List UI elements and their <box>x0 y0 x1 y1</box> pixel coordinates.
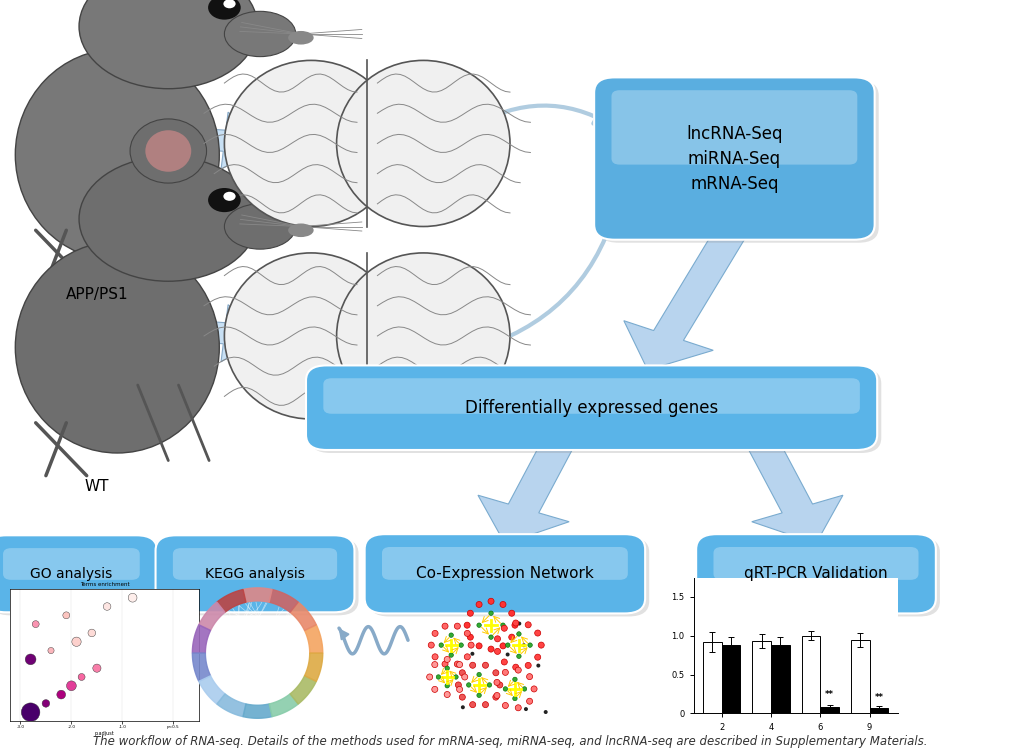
Text: APP/PS1: APP/PS1 <box>65 287 128 302</box>
Polygon shape <box>744 433 842 544</box>
FancyBboxPatch shape <box>611 90 857 165</box>
Polygon shape <box>624 221 749 370</box>
Ellipse shape <box>288 223 314 237</box>
Ellipse shape <box>224 253 397 419</box>
FancyBboxPatch shape <box>306 365 876 450</box>
Text: Differentially expressed genes: Differentially expressed genes <box>465 399 717 417</box>
Text: WT: WT <box>85 479 109 495</box>
Polygon shape <box>478 433 576 544</box>
FancyBboxPatch shape <box>369 538 649 616</box>
Ellipse shape <box>224 60 397 226</box>
Polygon shape <box>208 305 265 362</box>
Ellipse shape <box>15 49 219 260</box>
Circle shape <box>223 192 235 201</box>
Text: The workflow of RNA-seq. Details of the methods used for mRNA-seq, miRNA-seq, an: The workflow of RNA-seq. Details of the … <box>93 735 926 748</box>
Ellipse shape <box>146 130 192 172</box>
Ellipse shape <box>336 253 510 419</box>
FancyBboxPatch shape <box>382 547 627 580</box>
FancyBboxPatch shape <box>597 81 877 242</box>
Circle shape <box>208 0 240 20</box>
Text: Co-Expression Network: Co-Expression Network <box>416 566 593 581</box>
FancyBboxPatch shape <box>0 535 157 612</box>
Ellipse shape <box>336 60 510 226</box>
FancyBboxPatch shape <box>310 368 880 453</box>
FancyBboxPatch shape <box>156 535 355 612</box>
FancyBboxPatch shape <box>3 548 140 580</box>
Circle shape <box>223 0 235 8</box>
Polygon shape <box>208 112 265 169</box>
FancyBboxPatch shape <box>160 538 359 615</box>
FancyBboxPatch shape <box>713 547 918 580</box>
FancyBboxPatch shape <box>365 535 644 613</box>
Ellipse shape <box>224 11 296 57</box>
Text: GO analysis: GO analysis <box>31 567 112 581</box>
FancyBboxPatch shape <box>695 535 935 613</box>
FancyBboxPatch shape <box>172 548 336 580</box>
FancyBboxPatch shape <box>323 378 859 414</box>
Text: KEGG analysis: KEGG analysis <box>205 567 305 581</box>
Ellipse shape <box>15 242 219 453</box>
Ellipse shape <box>129 119 206 183</box>
Text: lncRNA-Seq
miRNA-Seq
mRNA-Seq: lncRNA-Seq miRNA-Seq mRNA-Seq <box>686 125 782 193</box>
FancyBboxPatch shape <box>699 538 940 616</box>
Ellipse shape <box>288 31 314 45</box>
FancyBboxPatch shape <box>0 538 161 615</box>
Ellipse shape <box>224 204 296 249</box>
FancyBboxPatch shape <box>594 78 874 240</box>
Circle shape <box>208 188 240 212</box>
Ellipse shape <box>79 0 257 88</box>
Text: qRT-PCR Validation: qRT-PCR Validation <box>744 566 887 581</box>
Ellipse shape <box>79 156 257 281</box>
